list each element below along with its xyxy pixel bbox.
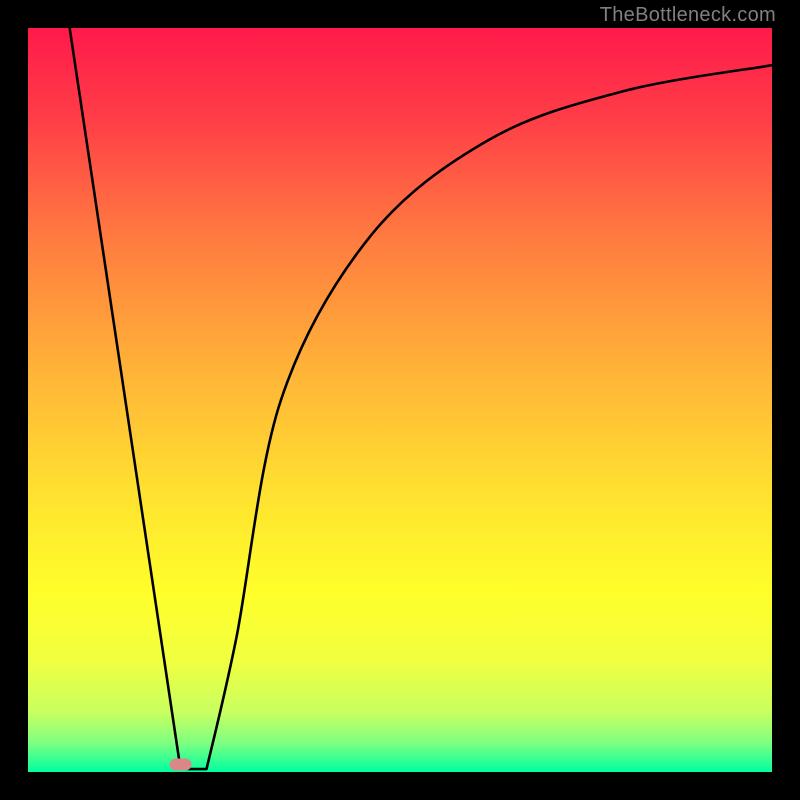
plot-area (28, 28, 772, 772)
bottleneck-curve (70, 28, 772, 769)
watermark-text: TheBottleneck.com (600, 4, 776, 27)
chart-container: TheBottleneck.com (0, 0, 800, 800)
curve-overlay (28, 28, 772, 772)
valley-marker (170, 759, 192, 771)
